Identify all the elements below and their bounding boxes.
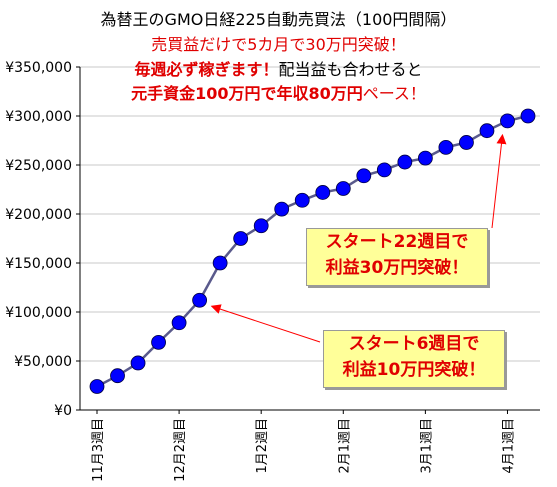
y-tick-label: ¥50,000 [14, 354, 72, 370]
data-point [315, 185, 331, 200]
data-point [397, 154, 413, 170]
data-point [192, 292, 208, 308]
data-point [500, 113, 515, 129]
data-point [110, 368, 125, 384]
y-tick-label: ¥100,000 [5, 305, 72, 321]
series-points [89, 108, 536, 394]
x-tick-label: 3月1週目 [419, 418, 434, 474]
callout-22-weeks: スタート22週目で 利益30万円突破！ [306, 228, 488, 286]
annotation-arrows [210, 133, 507, 343]
callout-6-weeks: スタート6週目で 利益10万円突破！ [323, 330, 505, 388]
chart-tagline-1: 毎週必ず稼ぎます！配当益も合わせると [0, 56, 557, 80]
y-tick-label: ¥150,000 [5, 256, 72, 272]
data-point [274, 201, 290, 217]
data-point [417, 150, 433, 166]
gridlines [80, 66, 540, 362]
tagline-1-text: 配当益も合わせると [278, 60, 423, 79]
y-tick-label: ¥250,000 [5, 158, 72, 174]
data-point [294, 192, 310, 208]
callout-22-weeks-line2: 利益30万円突破！ [325, 258, 469, 278]
chart-title: 為替王のGMO日経225自動売買法（100円間隔） [100, 10, 457, 29]
y-tick-label: ¥350,000 [5, 60, 72, 76]
data-point [212, 255, 228, 271]
data-point [376, 162, 392, 178]
x-tick-label: 1月2週目 [255, 418, 270, 474]
data-point [356, 168, 372, 184]
chart-tagline-2: 元手資金100万円で年収80万円ペース！ [0, 80, 557, 104]
x-tick-label: 12月2週目 [173, 418, 188, 482]
x-axis-ticks: 11月3週目 12月2週目 1月2週目 2月1週目 3月1週目 4月1週目 [91, 410, 516, 482]
y-tick-label: ¥300,000 [5, 109, 72, 125]
arrow-to-week-6 [210, 304, 321, 343]
data-point [520, 108, 536, 124]
tagline-2-text: ペース！ [362, 84, 426, 103]
chart-subtitle: 売買益だけで5カ月で30万円突破！ [151, 35, 406, 54]
callout-6-weeks-line1: スタート6週目で [348, 334, 480, 354]
data-point [438, 139, 454, 155]
data-point [253, 218, 269, 234]
series-line [96, 114, 529, 388]
y-tick-label: ¥200,000 [5, 207, 72, 223]
x-tick-label: 2月1週目 [337, 418, 352, 474]
tagline-2-emphasis: 元手資金100万円で年収80万円 [131, 84, 363, 103]
data-point [459, 135, 474, 150]
data-point [233, 231, 249, 246]
arrow-to-week-22 [491, 133, 507, 229]
data-point [479, 123, 495, 139]
y-axis-ticks: ¥0 ¥50,000 ¥100,000 ¥150,000 ¥200,000 ¥250,00… [5, 60, 80, 419]
data-point [171, 315, 187, 331]
callout-6-weeks-line2: 利益10万円突破！ [342, 360, 486, 380]
x-tick-label: 11月3週目 [91, 418, 106, 482]
tagline-1-emphasis: 毎週必ず稼ぎます！ [134, 60, 279, 79]
data-point [130, 355, 146, 371]
data-point [89, 379, 105, 394]
y-tick-label: ¥0 [54, 403, 72, 419]
data-point [335, 181, 351, 196]
data-point [151, 334, 166, 350]
callout-22-weeks-line1: スタート22週目で [325, 232, 469, 252]
x-tick-label: 4月1週目 [501, 418, 516, 474]
